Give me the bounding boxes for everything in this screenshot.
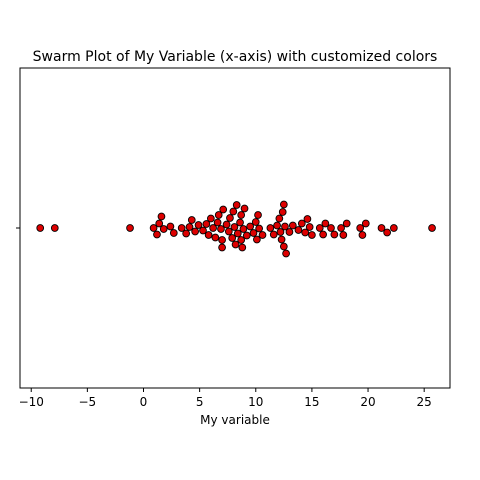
data-point	[36, 224, 45, 232]
data-point	[377, 224, 386, 232]
data-point	[315, 224, 324, 232]
data-point	[337, 224, 345, 232]
data-point	[390, 224, 398, 232]
data-point	[253, 235, 261, 244]
data-point	[185, 223, 194, 231]
data-point	[321, 219, 330, 228]
data-point	[266, 224, 275, 232]
data-point	[157, 212, 166, 221]
data-point	[288, 221, 297, 230]
data-point	[305, 223, 314, 231]
data-point	[209, 224, 217, 232]
data-point	[228, 234, 237, 242]
data-point	[240, 204, 249, 213]
data-point	[153, 230, 161, 239]
data-point	[232, 201, 241, 209]
data-point	[301, 228, 310, 237]
data-point	[169, 229, 178, 237]
data-point	[358, 231, 367, 239]
data-point	[166, 222, 175, 231]
data-point	[285, 228, 294, 236]
data-point	[149, 224, 158, 232]
data-point	[356, 224, 365, 232]
x-tick-label: −10	[19, 395, 44, 409]
data-point	[276, 228, 285, 236]
data-point	[254, 211, 262, 219]
data-point	[279, 200, 288, 209]
data-point	[238, 243, 247, 252]
chart-title: Swarm Plot of My Variable (x-axis) with …	[33, 49, 438, 65]
x-tick-label: 20	[360, 395, 375, 409]
data-point	[218, 243, 226, 252]
data-point	[258, 231, 267, 239]
data-point	[282, 249, 290, 258]
data-point	[330, 230, 339, 239]
data-point	[275, 214, 284, 223]
data-point	[182, 229, 191, 238]
data-point	[428, 224, 436, 232]
data-point	[308, 231, 316, 239]
data-point	[231, 240, 240, 249]
data-point	[218, 236, 226, 244]
data-point	[278, 208, 287, 216]
data-point	[339, 231, 348, 239]
data-point	[199, 226, 207, 235]
x-axis-label: My variable	[200, 413, 270, 427]
data-point	[204, 231, 213, 239]
data-point	[177, 224, 186, 232]
data-point	[126, 224, 134, 232]
x-tick-label: 5	[196, 395, 204, 409]
data-point	[237, 236, 246, 244]
data-point	[211, 233, 220, 242]
data-point	[281, 222, 289, 231]
data-point	[50, 224, 59, 232]
data-point	[219, 205, 228, 214]
data-point	[383, 228, 391, 237]
data-point	[342, 219, 351, 228]
data-point	[249, 229, 258, 237]
data-point	[194, 221, 203, 229]
data-point	[226, 214, 234, 222]
data-point	[303, 215, 312, 223]
x-tick-label: 15	[304, 395, 319, 409]
data-point	[217, 225, 225, 233]
data-point	[279, 242, 288, 251]
data-point	[294, 226, 303, 234]
data-point	[242, 231, 251, 240]
data-point	[229, 207, 238, 216]
data-point	[207, 214, 215, 223]
data-point	[239, 225, 248, 233]
plot-frame	[19, 67, 451, 389]
data-point	[255, 224, 263, 233]
data-point	[237, 211, 246, 219]
data-point	[191, 227, 199, 236]
data-point	[214, 211, 223, 219]
data-point	[187, 216, 196, 224]
data-point	[273, 221, 281, 230]
data-point	[224, 227, 233, 236]
data-point	[251, 218, 260, 226]
x-axis-ticks: −10 −5 0 5 10 15 20 25	[19, 388, 432, 409]
data-point	[236, 218, 244, 227]
x-tick-label: 10	[248, 395, 263, 409]
data-point	[233, 229, 242, 238]
data-point	[159, 225, 168, 233]
data-point	[230, 223, 239, 231]
data-point	[277, 235, 286, 244]
data-point	[155, 219, 164, 228]
data-point	[361, 219, 370, 228]
x-tick-label: −5	[79, 395, 97, 409]
data-point	[202, 220, 211, 228]
data-point	[269, 230, 278, 239]
data-point	[222, 220, 231, 229]
data-point	[246, 222, 255, 231]
x-tick-label: 25	[417, 395, 432, 409]
data-point	[319, 230, 327, 239]
data-point	[327, 224, 335, 232]
points-layer	[36, 200, 436, 258]
data-point	[297, 219, 306, 228]
x-tick-label: 0	[140, 395, 148, 409]
data-point	[213, 218, 222, 227]
